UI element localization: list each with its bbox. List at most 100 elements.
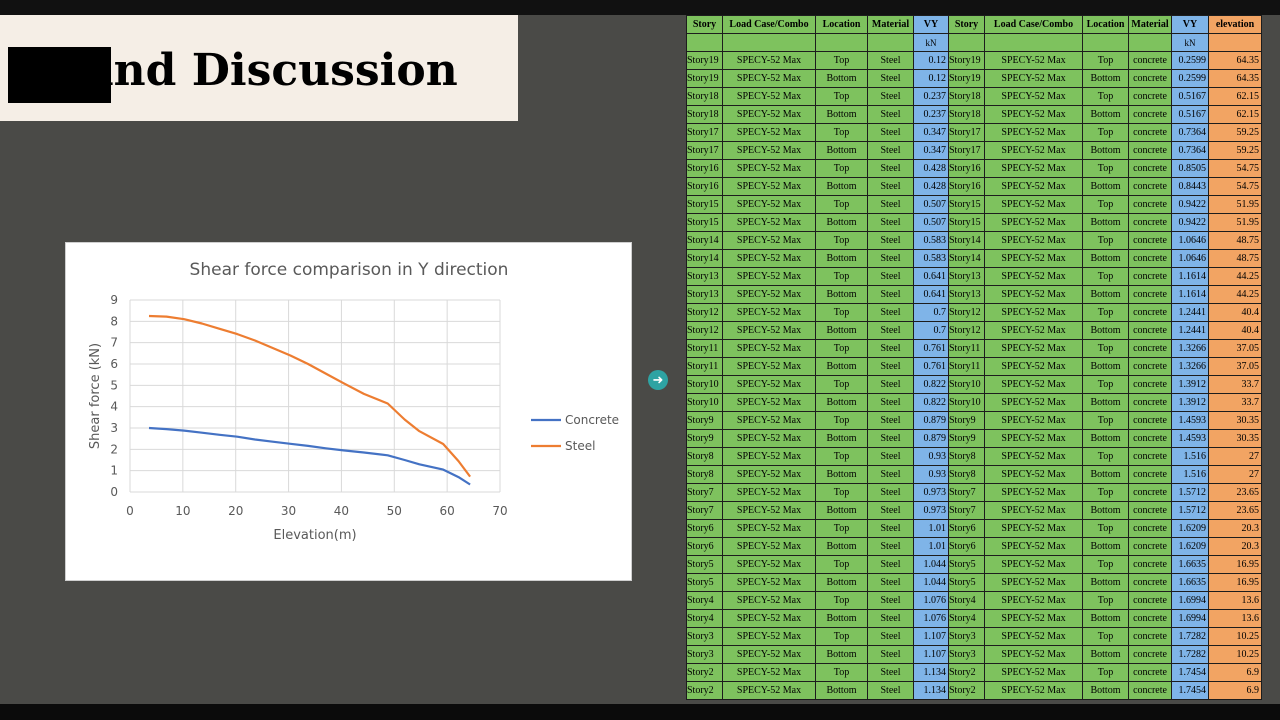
table-cell[interactable]: concrete bbox=[1128, 429, 1172, 448]
table-cell[interactable]: Story11 bbox=[686, 357, 723, 376]
table-cell[interactable]: SPECY-52 Max bbox=[722, 645, 816, 664]
table-cell[interactable]: Top bbox=[815, 591, 868, 610]
table-cell[interactable]: Story16 bbox=[948, 159, 985, 178]
table-cell[interactable]: 0.5167 bbox=[1171, 105, 1209, 124]
table-cell[interactable]: Story4 bbox=[948, 609, 985, 628]
table-cell[interactable]: 1.7454 bbox=[1171, 681, 1209, 700]
table-cell[interactable]: concrete bbox=[1128, 555, 1172, 574]
table-cell[interactable]: SPECY-52 Max bbox=[722, 51, 816, 70]
table-cell[interactable]: 0.347 bbox=[913, 123, 949, 142]
table-cell[interactable]: Bottom bbox=[815, 429, 868, 448]
table-cell[interactable]: 0.641 bbox=[913, 285, 949, 304]
table-cell[interactable]: 1.6635 bbox=[1171, 573, 1209, 592]
table-cell[interactable]: SPECY-52 Max bbox=[722, 159, 816, 178]
table-cell[interactable]: SPECY-52 Max bbox=[722, 69, 816, 88]
table-cell[interactable]: Story5 bbox=[948, 573, 985, 592]
table-cell[interactable]: Top bbox=[815, 411, 868, 430]
table-cell[interactable]: 1.3912 bbox=[1171, 375, 1209, 394]
table-cell[interactable]: Bottom bbox=[815, 105, 868, 124]
table-cell[interactable]: 0.9422 bbox=[1171, 213, 1209, 232]
table-cell[interactable]: SPECY-52 Max bbox=[722, 303, 816, 322]
table-cell[interactable]: SPECY-52 Max bbox=[984, 627, 1083, 646]
table-cell[interactable]: Steel bbox=[867, 159, 914, 178]
table-cell[interactable]: Top bbox=[815, 339, 868, 358]
table-cell[interactable]: Story7 bbox=[686, 501, 723, 520]
table-cell[interactable]: concrete bbox=[1128, 177, 1172, 196]
table-cell[interactable]: 1.044 bbox=[913, 555, 949, 574]
table-cell[interactable]: 0.237 bbox=[913, 87, 949, 106]
table-cell[interactable]: Bottom bbox=[1082, 681, 1129, 700]
table-cell[interactable]: 54.75 bbox=[1208, 159, 1262, 178]
table-cell[interactable]: Bottom bbox=[1082, 537, 1129, 556]
table-cell[interactable]: concrete bbox=[1128, 681, 1172, 700]
table-cell[interactable]: SPECY-52 Max bbox=[984, 645, 1083, 664]
table-cell[interactable]: Steel bbox=[867, 321, 914, 340]
table-cell[interactable]: 37.05 bbox=[1208, 357, 1262, 376]
table-cell[interactable]: Steel bbox=[867, 501, 914, 520]
table-cell[interactable]: Bottom bbox=[815, 537, 868, 556]
table-cell[interactable]: Steel bbox=[867, 195, 914, 214]
table-cell[interactable]: 1.0646 bbox=[1171, 249, 1209, 268]
table-cell[interactable]: concrete bbox=[1128, 69, 1172, 88]
table-cell[interactable]: 40.4 bbox=[1208, 303, 1262, 322]
table-cell[interactable]: SPECY-52 Max bbox=[722, 555, 816, 574]
table-cell[interactable]: SPECY-52 Max bbox=[984, 285, 1083, 304]
table-cell[interactable]: 0.2599 bbox=[1171, 51, 1209, 70]
table-cell[interactable]: concrete bbox=[1128, 141, 1172, 160]
table-cell[interactable]: Story2 bbox=[686, 663, 723, 682]
table-cell[interactable]: Bottom bbox=[815, 573, 868, 592]
table-cell[interactable]: Steel bbox=[867, 393, 914, 412]
table-cell[interactable]: 0.9422 bbox=[1171, 195, 1209, 214]
table-cell[interactable]: SPECY-52 Max bbox=[984, 249, 1083, 268]
table-cell[interactable]: Bottom bbox=[1082, 393, 1129, 412]
table-cell[interactable]: 1.6994 bbox=[1171, 609, 1209, 628]
table-cell[interactable]: concrete bbox=[1128, 501, 1172, 520]
table-cell[interactable]: Bottom bbox=[815, 501, 868, 520]
table-cell[interactable]: concrete bbox=[1128, 123, 1172, 142]
table-cell[interactable]: Story3 bbox=[686, 627, 723, 646]
table-cell[interactable]: SPECY-52 Max bbox=[984, 321, 1083, 340]
table-cell[interactable]: SPECY-52 Max bbox=[722, 465, 816, 484]
table-cell[interactable]: SPECY-52 Max bbox=[984, 537, 1083, 556]
table-cell[interactable]: SPECY-52 Max bbox=[984, 609, 1083, 628]
table-cell[interactable]: 0.7 bbox=[913, 321, 949, 340]
table-cell[interactable]: Story11 bbox=[948, 357, 985, 376]
table-cell[interactable]: concrete bbox=[1128, 267, 1172, 286]
table-cell[interactable]: Bottom bbox=[1082, 609, 1129, 628]
table-cell[interactable]: Story18 bbox=[686, 87, 723, 106]
table-cell[interactable]: 0.2599 bbox=[1171, 69, 1209, 88]
table-cell[interactable]: Steel bbox=[867, 213, 914, 232]
table-cell[interactable]: Top bbox=[1082, 411, 1129, 430]
table-cell[interactable]: Bottom bbox=[815, 609, 868, 628]
table-cell[interactable]: 30.35 bbox=[1208, 429, 1262, 448]
table-cell[interactable]: Story16 bbox=[948, 177, 985, 196]
table-cell[interactable]: 0.7 bbox=[913, 303, 949, 322]
table-cell[interactable]: Story6 bbox=[948, 519, 985, 538]
table-cell[interactable]: 30.35 bbox=[1208, 411, 1262, 430]
table-cell[interactable]: 1.7282 bbox=[1171, 645, 1209, 664]
table-cell[interactable]: Story17 bbox=[948, 141, 985, 160]
table-cell[interactable]: Top bbox=[1082, 519, 1129, 538]
table-cell[interactable]: 1.6994 bbox=[1171, 591, 1209, 610]
table-cell[interactable]: concrete bbox=[1128, 195, 1172, 214]
table-cell[interactable]: SPECY-52 Max bbox=[984, 429, 1083, 448]
table-cell[interactable]: SPECY-52 Max bbox=[722, 375, 816, 394]
table-cell[interactable]: 1.4593 bbox=[1171, 429, 1209, 448]
table-cell[interactable]: Bottom bbox=[1082, 645, 1129, 664]
table-cell[interactable]: SPECY-52 Max bbox=[984, 141, 1083, 160]
table-cell[interactable]: Steel bbox=[867, 51, 914, 70]
table-cell[interactable]: Story12 bbox=[948, 303, 985, 322]
table-cell[interactable]: Story5 bbox=[686, 573, 723, 592]
table-cell[interactable]: Steel bbox=[867, 447, 914, 466]
table-cell[interactable]: Story2 bbox=[948, 681, 985, 700]
table-cell[interactable]: 16.95 bbox=[1208, 573, 1262, 592]
table-cell[interactable]: SPECY-52 Max bbox=[722, 105, 816, 124]
table-cell[interactable]: concrete bbox=[1128, 591, 1172, 610]
table-cell[interactable]: 0.347 bbox=[913, 141, 949, 160]
table-cell[interactable]: 6.9 bbox=[1208, 663, 1262, 682]
table-cell[interactable]: 1.2441 bbox=[1171, 303, 1209, 322]
table-cell[interactable]: 1.4593 bbox=[1171, 411, 1209, 430]
table-cell[interactable]: Steel bbox=[867, 177, 914, 196]
table-cell[interactable]: 6.9 bbox=[1208, 681, 1262, 700]
table-cell[interactable]: Story5 bbox=[686, 555, 723, 574]
